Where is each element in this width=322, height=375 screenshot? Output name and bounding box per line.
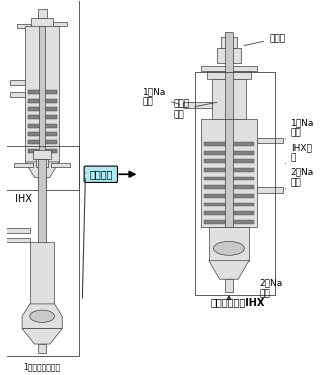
Bar: [225, 279, 232, 292]
Bar: [2, 228, 30, 233]
Bar: [5, 0, 79, 190]
Bar: [17, 24, 31, 28]
Bar: [204, 177, 254, 180]
Text: 1次キ循環ポンプ: 1次キ循環ポンプ: [24, 363, 61, 372]
Bar: [225, 32, 233, 134]
Bar: [14, 163, 33, 166]
Bar: [53, 22, 67, 26]
Bar: [28, 115, 57, 119]
Bar: [38, 9, 47, 18]
Text: 2次Na
出口: 2次Na 出口: [285, 168, 314, 189]
Bar: [10, 80, 25, 85]
Bar: [2, 237, 30, 242]
Bar: [201, 66, 257, 71]
Bar: [204, 159, 254, 163]
FancyBboxPatch shape: [84, 166, 118, 183]
Bar: [28, 99, 57, 103]
Bar: [28, 148, 57, 153]
Bar: [204, 211, 254, 215]
Bar: [36, 159, 48, 166]
Ellipse shape: [213, 242, 244, 255]
Polygon shape: [22, 304, 62, 328]
Text: ポンプ組込型IHX: ポンプ組込型IHX: [211, 297, 265, 307]
Text: モータ: モータ: [244, 34, 285, 46]
Bar: [28, 124, 57, 128]
Bar: [30, 242, 54, 304]
Bar: [201, 119, 257, 227]
Bar: [28, 90, 57, 94]
Bar: [204, 194, 254, 198]
Bar: [52, 163, 70, 166]
Text: 機器合体: 機器合体: [89, 169, 113, 179]
Bar: [31, 18, 53, 29]
Bar: [38, 159, 46, 304]
Bar: [183, 102, 212, 108]
Bar: [209, 227, 249, 261]
Polygon shape: [22, 328, 62, 344]
Bar: [221, 37, 237, 48]
Bar: [38, 177, 46, 187]
Text: 1次Na
出口: 1次Na 出口: [142, 87, 180, 107]
Bar: [217, 48, 241, 63]
Ellipse shape: [30, 310, 54, 322]
Bar: [195, 72, 275, 295]
Text: IHX部
分: IHX部 分: [285, 143, 311, 164]
Bar: [28, 107, 57, 111]
Text: ポンプ
部分: ポンプ 部分: [173, 100, 217, 119]
Text: 2次Na
入口: 2次Na 入口: [260, 279, 283, 298]
Polygon shape: [25, 162, 59, 177]
Bar: [204, 142, 254, 146]
Bar: [212, 79, 246, 119]
Bar: [207, 71, 251, 79]
Bar: [25, 26, 59, 162]
Bar: [204, 185, 254, 189]
Text: IHX: IHX: [15, 194, 32, 204]
Text: 1次Na
入口: 1次Na 入口: [285, 118, 314, 139]
Bar: [39, 26, 45, 162]
Bar: [204, 151, 254, 154]
Bar: [257, 138, 283, 143]
Bar: [33, 150, 52, 159]
Bar: [204, 202, 254, 206]
Bar: [225, 119, 233, 227]
Bar: [257, 187, 283, 193]
Polygon shape: [209, 261, 249, 279]
Bar: [28, 140, 57, 144]
Bar: [10, 93, 25, 97]
Bar: [28, 132, 57, 136]
Bar: [38, 344, 46, 353]
Bar: [5, 147, 79, 356]
Bar: [204, 220, 254, 224]
Bar: [204, 168, 254, 172]
